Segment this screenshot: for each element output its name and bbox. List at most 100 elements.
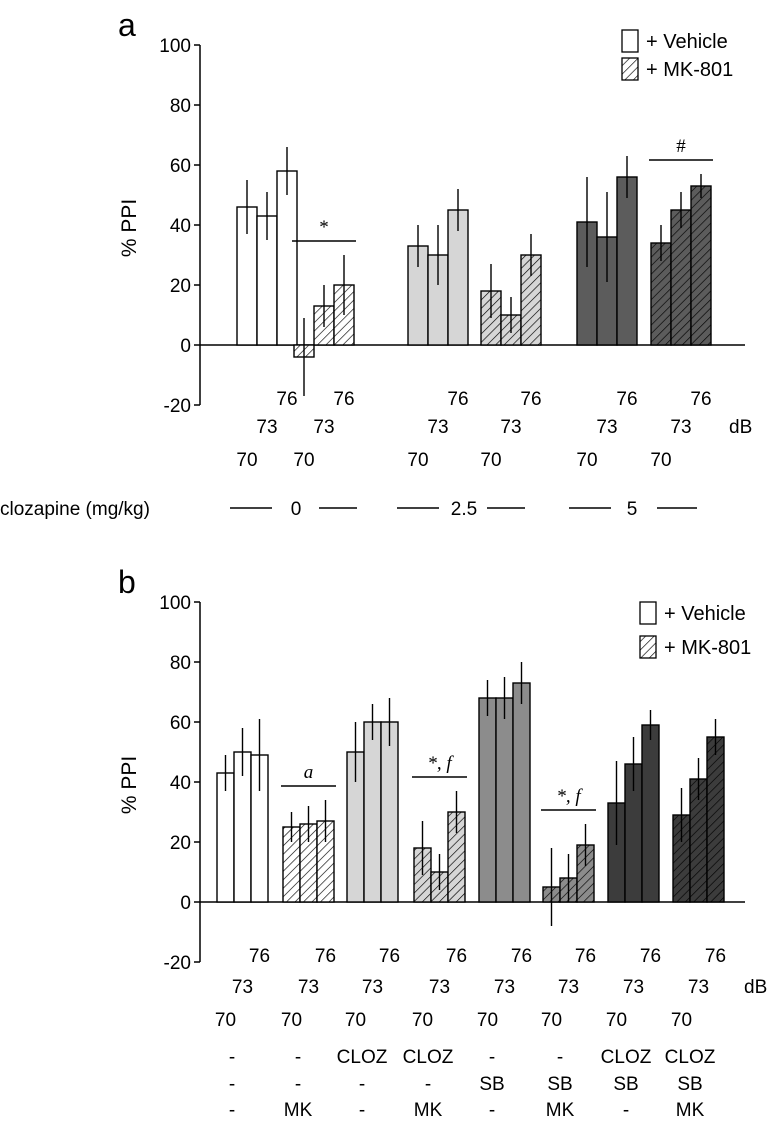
condition-cell: -: [359, 1074, 365, 1095]
legend-vehicle-label: + Vehicle: [646, 31, 728, 53]
db-level-label: 73: [494, 977, 515, 998]
legend-mk801-swatch: [639, 635, 657, 659]
db-level-label: 73: [500, 417, 521, 438]
bar: [670, 209, 692, 346]
db-level-label: 73: [232, 977, 253, 998]
panel-a-significance: *#: [292, 136, 713, 242]
db-level-label: 76: [315, 946, 336, 967]
dose-2-5-value: 2.5: [451, 499, 477, 520]
db-level-label: 73: [362, 977, 383, 998]
db-level-label: 70: [576, 450, 597, 471]
bar: [363, 721, 382, 903]
panel-b-significance: a *, f *, f: [281, 753, 596, 811]
db-level-label: 70: [236, 450, 257, 471]
y-tick-label: 80: [170, 653, 191, 674]
clozapine-dose-label: clozapine (mg/kg): [0, 499, 150, 520]
legend-vehicle-swatch: [621, 29, 639, 53]
y-tick-label: 60: [170, 156, 191, 177]
panel-b-db-labels: 70 73 76 70 73 76 70 73 76 70 73 76 70 73 76 70 73 76 70 73…: [215, 946, 767, 1031]
y-tick-label: 20: [170, 833, 191, 854]
db-level-label: 76: [520, 389, 541, 410]
db-unit-label: dB: [744, 977, 767, 998]
condition-cell: -: [489, 1100, 495, 1121]
db-level-label: 70: [480, 450, 501, 471]
significance-marker: a: [304, 762, 314, 783]
bar: [380, 721, 399, 903]
condition-cell: MK: [676, 1100, 705, 1121]
db-level-label: 70: [215, 1010, 236, 1031]
bar: [616, 176, 638, 346]
condition-cell: MK: [284, 1100, 313, 1121]
significance-marker: *, f: [427, 753, 454, 774]
bar: [641, 724, 660, 903]
y-tick-label: 40: [170, 216, 191, 237]
db-level-label: 76: [276, 389, 297, 410]
condition-cell: SB: [479, 1074, 504, 1095]
condition-cell: CLOZ: [601, 1047, 652, 1068]
bar: [216, 772, 235, 903]
legend-mk801-label: + MK-801: [646, 59, 733, 81]
panel-a-letter: a: [118, 7, 136, 43]
bar: [478, 697, 497, 903]
db-level-label: 70: [293, 450, 314, 471]
db-level-label: 76: [446, 946, 467, 967]
db-level-label: 70: [281, 1010, 302, 1031]
y-tick-label: 100: [159, 593, 191, 614]
condition-cell: -: [295, 1047, 301, 1068]
db-level-label: 73: [558, 977, 579, 998]
db-level-label: 73: [313, 417, 334, 438]
significance-marker: *: [319, 217, 329, 238]
panel-a: a + Vehicle + MK-801 % PPI -20 0 20 40 60 80 1…: [0, 7, 752, 520]
y-tick-label: 40: [170, 773, 191, 794]
legend-mk801-label: + MK-801: [664, 637, 751, 659]
significance-marker: *, f: [556, 786, 583, 807]
condition-cell: -: [359, 1100, 365, 1121]
db-level-label: 70: [407, 450, 428, 471]
bar: [690, 185, 712, 346]
y-tick-label: 100: [159, 36, 191, 57]
panel-a-y-axis-label: % PPI: [118, 199, 141, 257]
db-level-label: 73: [256, 417, 277, 438]
db-unit-label: dB: [729, 417, 752, 438]
condition-cell: CLOZ: [665, 1047, 716, 1068]
db-level-label: 73: [670, 417, 691, 438]
y-tick-label: 0: [180, 893, 191, 914]
db-level-label: 73: [623, 977, 644, 998]
db-level-label: 70: [412, 1010, 433, 1031]
legend-vehicle-label: + Vehicle: [664, 603, 746, 625]
significance-marker: #: [676, 136, 686, 157]
db-level-label: 76: [249, 946, 270, 967]
condition-cell: -: [229, 1074, 235, 1095]
panel-b-bars: [216, 662, 725, 926]
panel-b-condition-table: - - CLOZ CLOZ - - CLOZ CLOZ - - - - SB SB SB SB - MK - MK - M…: [229, 1047, 716, 1121]
condition-cell: -: [425, 1074, 431, 1095]
bar: [512, 682, 531, 903]
condition-cell: -: [489, 1047, 495, 1068]
y-tick-label: -20: [164, 953, 191, 974]
db-level-label: 76: [690, 389, 711, 410]
db-level-label: 76: [640, 946, 661, 967]
panel-a-y-axis: -20 0 20 40 60 80 100: [159, 36, 745, 417]
db-level-label: 73: [427, 417, 448, 438]
panel-a-legend: + Vehicle + MK-801: [621, 29, 733, 81]
dose-5-value: 5: [627, 499, 638, 520]
condition-cell: MK: [414, 1100, 443, 1121]
db-level-label: 76: [511, 946, 532, 967]
y-tick-label: 20: [170, 276, 191, 297]
panel-b-y-axis: -20 0 20 40 60 80 100: [159, 593, 745, 974]
condition-cell: -: [557, 1047, 563, 1068]
dose-0-value: 0: [291, 499, 302, 520]
y-tick-label: 0: [180, 336, 191, 357]
db-level-label: 73: [298, 977, 319, 998]
condition-cell: SB: [547, 1074, 572, 1095]
db-level-label: 76: [333, 389, 354, 410]
y-tick-label: 60: [170, 713, 191, 734]
condition-cell: -: [229, 1047, 235, 1068]
db-level-label: 70: [606, 1010, 627, 1031]
panel-b-y-axis-label: % PPI: [118, 756, 141, 814]
condition-cell: -: [229, 1100, 235, 1121]
condition-cell: CLOZ: [403, 1047, 454, 1068]
db-level-label: 76: [616, 389, 637, 410]
db-level-label: 73: [596, 417, 617, 438]
